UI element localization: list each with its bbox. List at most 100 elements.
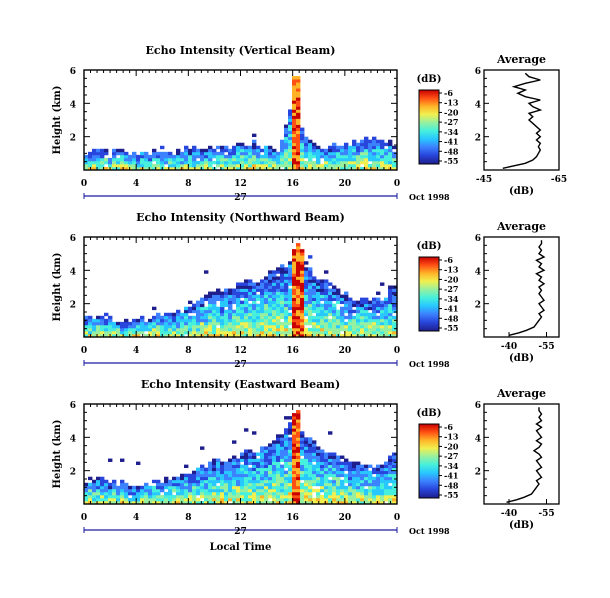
x-tick-label: 0 [81, 513, 87, 523]
heat-cell [308, 461, 313, 465]
heat-cell [276, 154, 281, 159]
heat-cell [192, 482, 197, 487]
y-tick-label: 2 [475, 468, 481, 478]
heat-cell [324, 485, 329, 490]
heat-cell [312, 285, 317, 289]
heat-cell [196, 479, 201, 484]
heat-cell [296, 467, 301, 472]
heat-cell [360, 500, 365, 505]
heat-cell [288, 458, 293, 462]
heat-cell [392, 333, 397, 338]
heat-cell [380, 500, 385, 505]
heat-cell [324, 464, 329, 469]
heat-cell [220, 300, 225, 305]
heat-cell [220, 157, 225, 162]
heat-cell [316, 327, 321, 332]
heat-cell [316, 148, 321, 153]
heat-cell [340, 300, 345, 305]
heat-cell [208, 473, 213, 478]
heat-cell [376, 157, 381, 162]
heat-cell [296, 297, 301, 302]
heat-cell [172, 157, 177, 162]
heat-cell [308, 151, 313, 156]
heat-cell [388, 303, 393, 308]
heat-cell [324, 455, 329, 459]
heat-cell [320, 309, 325, 314]
heat-cell [296, 246, 301, 250]
heat-cell [308, 294, 313, 298]
heat-cell [348, 151, 353, 156]
heat-cell [292, 443, 297, 447]
heat-cell [300, 488, 305, 493]
y-tick-label: 6 [475, 67, 481, 77]
heat-cell [236, 494, 241, 499]
heat-cell [164, 312, 169, 317]
heat-cell [364, 315, 369, 320]
heat-cell [216, 467, 221, 472]
heat-cell [240, 467, 245, 472]
heat-cell [100, 476, 105, 481]
heat-cell [160, 497, 165, 502]
heat-cell [348, 315, 353, 320]
heat-cell [332, 294, 337, 298]
heat-cell [160, 318, 165, 323]
heat-cell [276, 500, 281, 505]
heat-cell [352, 485, 357, 490]
heat-cell [380, 497, 385, 502]
heat-cell [392, 163, 397, 168]
heat-cell [320, 473, 325, 478]
heat-cell [260, 297, 265, 302]
heat-cell [360, 464, 365, 469]
y-tick-label: 6 [70, 234, 76, 244]
heat-cell [228, 297, 233, 302]
heat-cell [240, 452, 245, 456]
heat-cell [324, 297, 329, 302]
heat-cell [372, 327, 377, 332]
heat-cell [104, 494, 109, 499]
heat-cell [112, 166, 117, 171]
heat-cell [324, 154, 329, 159]
heat-cell [224, 291, 229, 295]
heat-cell [328, 321, 333, 326]
heat-cell [336, 467, 341, 472]
heat-cell [356, 494, 361, 499]
heat-cell [200, 333, 205, 338]
heat-cell [324, 157, 329, 162]
heat-cell [308, 312, 313, 317]
heat-cell [276, 294, 281, 298]
heat-cell [296, 455, 301, 459]
heat-cell [228, 324, 233, 329]
heat-cell [116, 166, 121, 171]
heat-cell [212, 309, 217, 314]
heat-cell [268, 449, 273, 453]
heat-cell [236, 160, 241, 165]
heat-cell [104, 318, 109, 323]
heat-cell [276, 324, 281, 329]
heat-cell [356, 300, 361, 305]
heat-cell [348, 467, 353, 472]
heat-cell [124, 500, 129, 505]
heat-cell [268, 166, 273, 171]
heat-cell [344, 160, 349, 165]
heat-cell [112, 327, 117, 332]
heat-cell [348, 145, 353, 150]
heat-cell [360, 467, 365, 472]
heat-cell [200, 327, 205, 332]
heat-cell [272, 494, 277, 499]
heat-cell [216, 497, 221, 502]
heat-cell [312, 488, 317, 493]
heat-cell [176, 157, 181, 162]
heat-cell [240, 500, 245, 505]
heat-cell [272, 318, 277, 323]
heat-cell [264, 163, 269, 168]
heat-cell [288, 464, 293, 469]
heat-cell [248, 154, 253, 159]
heat-cell [248, 318, 253, 323]
heat-cell [340, 491, 345, 496]
heat-cell [160, 327, 165, 332]
heat-cell [224, 479, 229, 484]
heat-cell [264, 279, 269, 283]
heat-cell [384, 300, 389, 305]
heat-cell [260, 166, 265, 171]
heat-cell [104, 312, 109, 317]
